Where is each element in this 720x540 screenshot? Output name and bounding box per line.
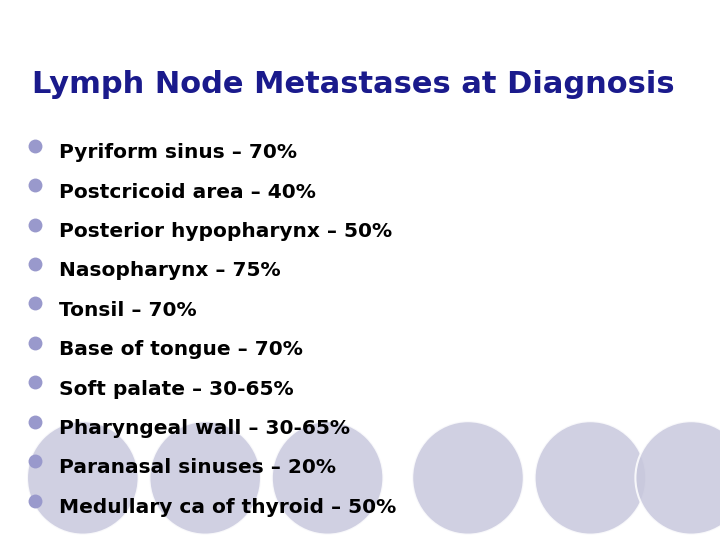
- Text: Pharyngeal wall – 30-65%: Pharyngeal wall – 30-65%: [59, 419, 350, 438]
- Ellipse shape: [534, 421, 647, 535]
- Ellipse shape: [412, 421, 523, 535]
- Text: Lymph Node Metastases at Diagnosis: Lymph Node Metastases at Diagnosis: [32, 70, 675, 99]
- Ellipse shape: [271, 421, 384, 535]
- Text: Soft palate – 30-65%: Soft palate – 30-65%: [59, 380, 294, 399]
- Text: Nasopharynx – 75%: Nasopharynx – 75%: [59, 261, 281, 280]
- Ellipse shape: [150, 421, 261, 535]
- Text: Medullary ca of thyroid – 50%: Medullary ca of thyroid – 50%: [59, 498, 396, 517]
- Text: Paranasal sinuses – 20%: Paranasal sinuses – 20%: [59, 458, 336, 477]
- Text: Posterior hypopharynx – 50%: Posterior hypopharynx – 50%: [59, 222, 392, 241]
- Ellipse shape: [27, 421, 139, 535]
- Text: Base of tongue – 70%: Base of tongue – 70%: [59, 340, 303, 359]
- Text: Tonsil – 70%: Tonsil – 70%: [59, 301, 197, 320]
- Text: Postcricoid area – 40%: Postcricoid area – 40%: [59, 183, 316, 201]
- Ellipse shape: [635, 421, 720, 535]
- Text: Pyriform sinus – 70%: Pyriform sinus – 70%: [59, 143, 297, 162]
